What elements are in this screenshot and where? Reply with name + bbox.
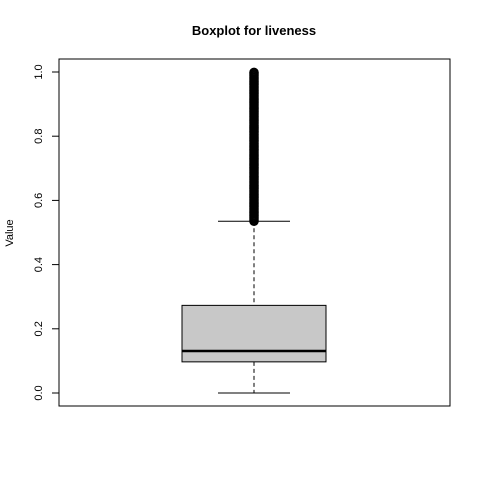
y-axis-label: Value — [4, 219, 16, 246]
outlier-band — [249, 67, 259, 227]
iqr-box — [181, 304, 327, 363]
box-group — [181, 220, 327, 394]
outlier-point — [249, 67, 259, 78]
y-tick-label: 0.6 — [33, 193, 45, 208]
chart-title: Boxplot for liveness — [192, 23, 316, 38]
y-tick-label: 0.8 — [33, 129, 45, 144]
y-tick-label: 1.0 — [33, 64, 45, 79]
y-axis: 0.0 0.2 0.4 0.6 0.8 1.0 — [33, 64, 60, 401]
y-tick-label: 0.2 — [33, 321, 45, 336]
y-tick-label: 0.0 — [33, 385, 45, 400]
y-tick-label: 0.4 — [33, 257, 45, 272]
